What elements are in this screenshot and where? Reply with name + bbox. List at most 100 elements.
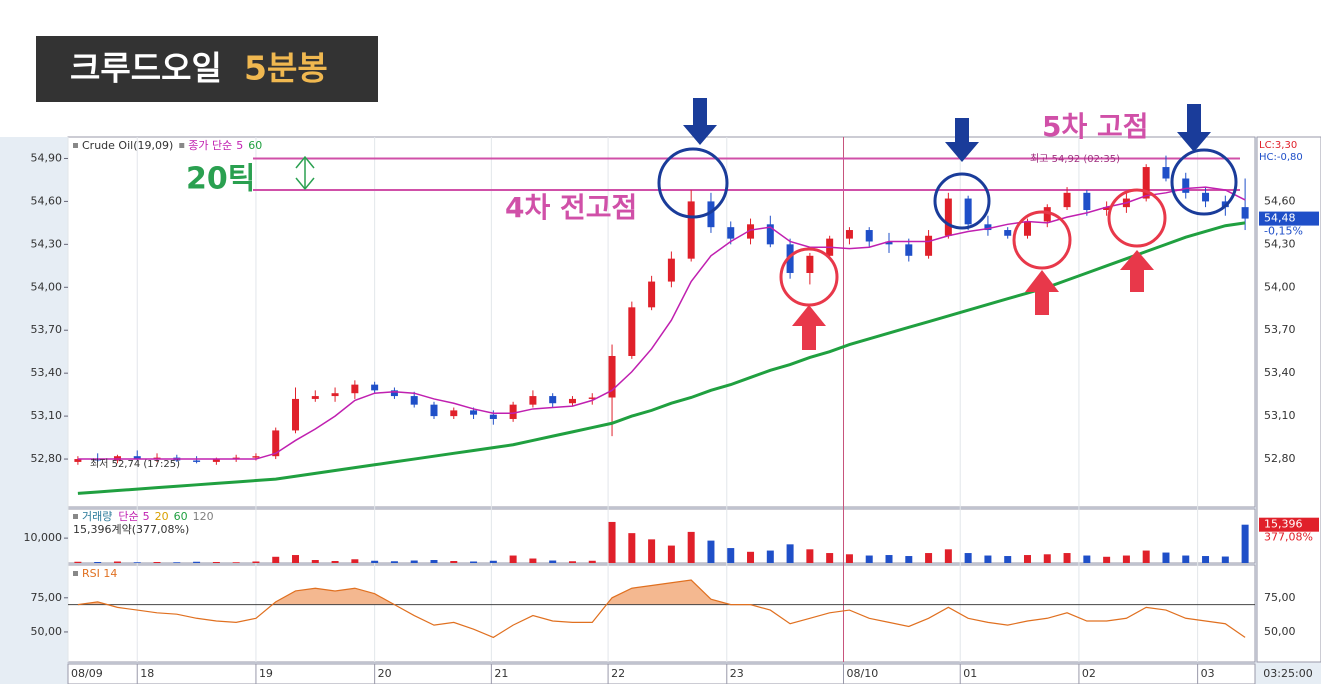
candle-body bbox=[925, 235, 933, 256]
lc-label: LC:3,30 bbox=[1259, 140, 1297, 151]
volume-bar bbox=[390, 561, 398, 563]
x-tick-label: 19 bbox=[259, 667, 273, 680]
legend-entry: 5 bbox=[143, 510, 150, 523]
y-tick-label-right: 53,10 bbox=[1264, 409, 1296, 422]
last-volume: 15,396 bbox=[1264, 518, 1303, 531]
volume-bar bbox=[509, 555, 517, 563]
arrow bbox=[1025, 270, 1059, 315]
candle-body bbox=[351, 384, 359, 394]
candle-body bbox=[450, 410, 458, 417]
candle-body bbox=[964, 198, 972, 225]
last-price: 54,48 bbox=[1264, 212, 1296, 225]
x-tick-label: 03 bbox=[1201, 667, 1215, 680]
legend-marker bbox=[179, 143, 185, 148]
volume-bar bbox=[944, 549, 952, 563]
y-tick-label-right: 53,40 bbox=[1264, 366, 1296, 379]
candle-body bbox=[628, 307, 636, 356]
x-end-label: 03:25:00 bbox=[1263, 667, 1312, 680]
rsi-panel bbox=[67, 564, 1256, 663]
candle-body bbox=[430, 404, 438, 417]
volume-bar bbox=[1023, 555, 1031, 563]
y-tick-label-right: 53,70 bbox=[1264, 323, 1296, 336]
y-tick-label-right: 75,00 bbox=[1264, 591, 1296, 604]
candle-body bbox=[252, 456, 260, 458]
candle-body bbox=[885, 241, 893, 245]
volume-bar bbox=[549, 560, 557, 563]
candle-body bbox=[1162, 167, 1170, 179]
legend-entry: 5 bbox=[236, 139, 243, 152]
down-arrows bbox=[683, 98, 1211, 162]
x-tick-label: 20 bbox=[378, 667, 392, 680]
candle-body bbox=[212, 459, 220, 462]
volume-bar bbox=[331, 561, 339, 563]
candle-body bbox=[984, 224, 992, 231]
volume-bar bbox=[1083, 555, 1091, 563]
volume-bar bbox=[351, 559, 359, 563]
volume-bar bbox=[1103, 556, 1111, 563]
title: 크루드오일 bbox=[70, 49, 222, 88]
volume-bar bbox=[865, 555, 873, 563]
volume-bar bbox=[272, 556, 280, 563]
rsi-line bbox=[77, 579, 1246, 639]
candle-body bbox=[509, 404, 517, 419]
rsi-label: RSI 14 bbox=[82, 567, 117, 580]
volume-bar bbox=[1221, 556, 1229, 563]
last-price-box bbox=[1259, 211, 1319, 226]
volume-bar bbox=[727, 548, 735, 563]
candle-body bbox=[549, 396, 557, 404]
volume-bar bbox=[1182, 555, 1190, 563]
y-tick-label: 53,70 bbox=[31, 323, 63, 336]
volume-bar bbox=[212, 562, 220, 563]
volume-bar bbox=[430, 560, 438, 563]
circle bbox=[1170, 148, 1238, 216]
volume-bar bbox=[1122, 555, 1130, 563]
candle-body bbox=[707, 201, 715, 228]
tick-annotation: 20틱 bbox=[186, 162, 255, 197]
volume-bar bbox=[687, 531, 695, 563]
arrow-head bbox=[295, 155, 315, 169]
candle-body bbox=[588, 397, 596, 399]
y-tick-label: 53,40 bbox=[31, 366, 63, 379]
y-tick-label: 54,60 bbox=[31, 194, 63, 207]
volume-panel bbox=[67, 508, 1256, 564]
volume-bar bbox=[608, 521, 616, 563]
y-tick-label: 10,000 bbox=[24, 531, 63, 544]
candle-body bbox=[806, 255, 814, 273]
x-tick-label: 02 bbox=[1082, 667, 1096, 680]
candle-body bbox=[865, 230, 873, 242]
y-tick-label-right: 54,00 bbox=[1264, 280, 1296, 293]
candle-body bbox=[1182, 178, 1190, 193]
candle-body bbox=[74, 459, 82, 462]
y-tick-label: 52,80 bbox=[31, 452, 63, 465]
legend-entry: 60 bbox=[248, 139, 262, 152]
volume-bar bbox=[905, 556, 913, 563]
volume-bar bbox=[529, 558, 537, 563]
legend-marker bbox=[73, 514, 78, 519]
legend-marker bbox=[73, 143, 78, 148]
rsi-area bbox=[77, 580, 731, 605]
y-tick-label: 53,10 bbox=[31, 409, 63, 422]
candle-body bbox=[905, 244, 913, 256]
volume-bar bbox=[648, 539, 656, 563]
legend-entry: 20 bbox=[155, 510, 169, 523]
volume-bar bbox=[845, 554, 853, 563]
volume-bar bbox=[984, 555, 992, 563]
candle-body bbox=[133, 456, 141, 460]
volume-bar bbox=[292, 555, 300, 563]
candle-body bbox=[390, 390, 398, 397]
volume-bar bbox=[193, 561, 201, 563]
volume-bar bbox=[470, 561, 478, 563]
y-tick-label-right: 52,80 bbox=[1264, 452, 1296, 465]
volume-summary: 15,396계약(377,08%) bbox=[73, 522, 189, 536]
candle-body bbox=[727, 227, 735, 239]
candle-body bbox=[747, 224, 755, 239]
y-tick-label-right: 50,00 bbox=[1264, 625, 1296, 638]
legend-entry: 120 bbox=[193, 510, 214, 523]
circle bbox=[1107, 188, 1167, 248]
candle-body bbox=[470, 410, 478, 415]
arrow bbox=[945, 118, 979, 162]
volume-bar bbox=[885, 555, 893, 563]
volume-bar bbox=[450, 561, 458, 563]
y-tick-label: 75,00 bbox=[31, 591, 63, 604]
